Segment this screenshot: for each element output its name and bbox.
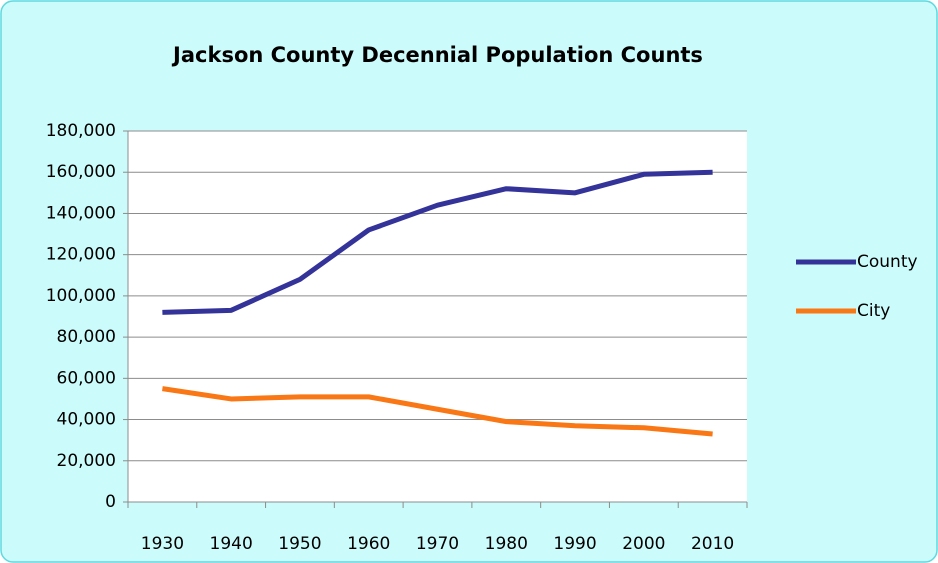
- x-tick-label: 1990: [553, 534, 596, 554]
- x-tick-label: 2000: [622, 534, 665, 554]
- y-tick-label: 80,000: [57, 327, 116, 347]
- chart-title: Jackson County Decennial Population Coun…: [171, 43, 703, 67]
- y-tick-label: 100,000: [46, 286, 116, 306]
- y-tick-label: 40,000: [57, 410, 116, 430]
- x-tick-label: 2010: [691, 534, 734, 554]
- x-tick-label: 1950: [278, 534, 321, 554]
- y-tick-label: 180,000: [46, 121, 116, 141]
- y-tick-label: 20,000: [57, 451, 116, 471]
- y-tick-label: 0: [105, 492, 116, 512]
- series-line: [162, 169, 713, 315]
- plot-area: [128, 131, 747, 502]
- x-tick-label: 1940: [210, 534, 253, 554]
- y-tick-label: 160,000: [46, 162, 116, 182]
- x-tick-label: 1930: [141, 534, 184, 554]
- legend-label: City: [857, 301, 890, 321]
- x-tick-label: 1970: [416, 534, 459, 554]
- series-line: [162, 386, 713, 437]
- y-tick-label: 120,000: [46, 245, 116, 265]
- x-tick-label: 1980: [485, 534, 528, 554]
- y-tick-label: 140,000: [46, 203, 116, 223]
- x-tick-label: 1960: [347, 534, 390, 554]
- legend-label: County: [857, 252, 918, 272]
- y-tick-label: 60,000: [57, 368, 116, 388]
